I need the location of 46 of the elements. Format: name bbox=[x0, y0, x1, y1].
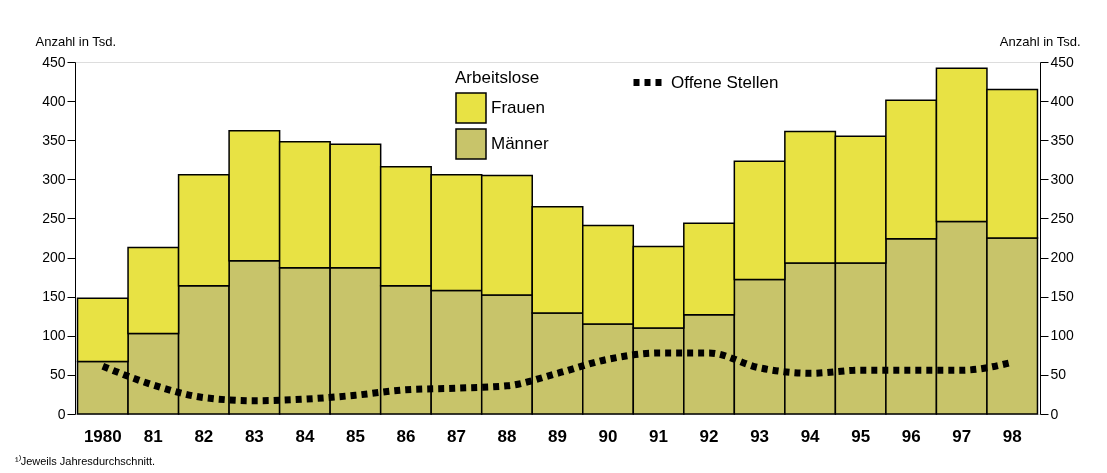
y-tick-label: 50 bbox=[49, 366, 66, 383]
y2-tick-label: 300 bbox=[1050, 170, 1075, 187]
x-tick-label: 82 bbox=[194, 426, 214, 446]
y-tick-label: 300 bbox=[42, 170, 66, 187]
x-tick-label: 93 bbox=[750, 426, 770, 446]
y2-tick-label: 100 bbox=[1050, 327, 1075, 344]
x-tick-label: 85 bbox=[345, 426, 365, 446]
y-tick-label: 100 bbox=[42, 327, 66, 344]
x-tick-label: 88 bbox=[497, 426, 517, 446]
x-tick-label: 1980 bbox=[83, 426, 122, 446]
y-tick-label: 450 bbox=[42, 53, 66, 70]
x-tick-label: 81 bbox=[143, 426, 163, 446]
x-tick-label: 91 bbox=[649, 426, 669, 446]
y-tick-label: 0 bbox=[57, 405, 66, 422]
x-tick-label: 92 bbox=[699, 426, 719, 446]
legend-title: Arbeitslose bbox=[455, 68, 540, 87]
y-tick-label: 250 bbox=[42, 209, 66, 226]
y2-tick-label: 250 bbox=[1050, 209, 1075, 226]
y2-tick-label: 350 bbox=[1050, 131, 1075, 148]
x-tick-label: 94 bbox=[800, 426, 821, 446]
x-tick-label: 98 bbox=[1002, 426, 1022, 446]
legend-label: Offene Stellen bbox=[671, 72, 779, 92]
y-tick-label: 200 bbox=[42, 249, 66, 266]
x-tick-label: 84 bbox=[295, 426, 315, 446]
x-tick-label: 83 bbox=[244, 426, 264, 446]
y-tick-label: 400 bbox=[42, 92, 66, 109]
text: ¹⁾Jeweils Jahresdurchschnitt. bbox=[15, 455, 156, 467]
legend-label: Männer bbox=[491, 134, 549, 153]
y2-tick-label: 200 bbox=[1050, 249, 1075, 266]
y2-tick-label: 50 bbox=[1050, 366, 1067, 383]
x-tick-label: 97 bbox=[952, 426, 972, 446]
y-tick-label: 350 bbox=[42, 131, 66, 148]
y-tick-label: 150 bbox=[42, 288, 66, 305]
x-tick-label: 96 bbox=[901, 426, 921, 446]
x-tick-label: 95 bbox=[851, 426, 871, 446]
y-axis-title: Anzahl in Tsd. bbox=[35, 33, 117, 49]
x-tick-label: 87 bbox=[446, 426, 466, 446]
y2-axis-title: Anzahl in Tsd. bbox=[999, 33, 1081, 49]
x-tick-label: 89 bbox=[548, 426, 567, 446]
y2-tick-label: 150 bbox=[1050, 288, 1075, 305]
x-tick-label: 90 bbox=[598, 426, 618, 446]
y2-tick-label: 450 bbox=[1050, 53, 1075, 70]
legend-label: Frauen bbox=[491, 98, 545, 117]
x-tick-label: 86 bbox=[396, 426, 416, 446]
y2-tick-label: 0 bbox=[1050, 405, 1059, 422]
y2-tick-label: 400 bbox=[1050, 92, 1075, 109]
